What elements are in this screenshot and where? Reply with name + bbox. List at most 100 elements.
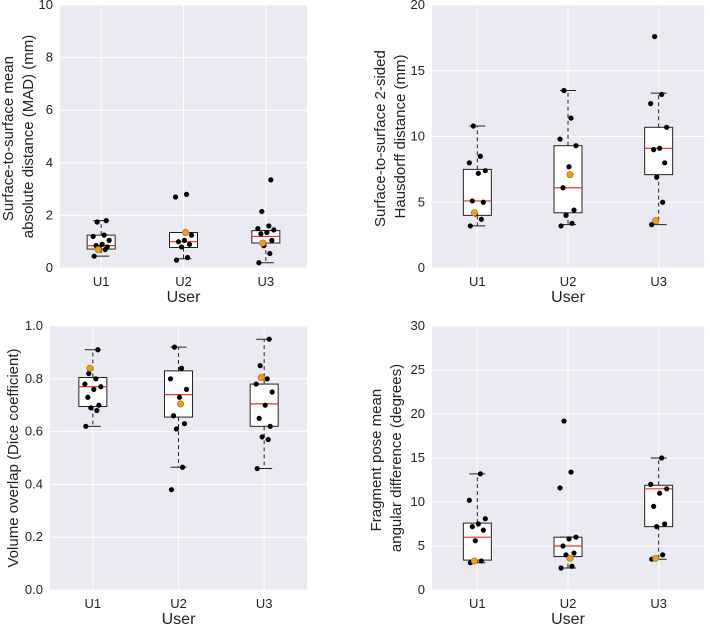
- x-ticks: U1 U2 U3: [469, 596, 667, 611]
- data-point: [660, 552, 666, 558]
- data-point: [469, 524, 475, 530]
- boxes: [462, 89, 674, 227]
- data-point: [104, 244, 110, 250]
- data-point: [173, 257, 180, 263]
- data-point: [566, 536, 572, 542]
- data-point: [186, 241, 193, 247]
- data-point: [91, 386, 97, 392]
- box: [78, 376, 108, 408]
- y-tick-label: 4: [46, 155, 53, 170]
- highlight-point: [566, 554, 574, 562]
- data-point: [171, 344, 178, 350]
- x-tick-label: U2: [560, 596, 577, 611]
- x-tick-label: U1: [93, 274, 110, 289]
- y-tick-label: 20: [411, 406, 425, 421]
- y-tick-label: 8: [46, 50, 53, 65]
- data-point: [255, 225, 261, 232]
- data-point: [257, 363, 263, 369]
- y-ticks: 0 2 4 6 8 10: [39, 0, 53, 275]
- data-point: [664, 486, 670, 492]
- y-axis-label-line1: Surface-to-surface mean: [0, 56, 17, 221]
- data-point: [269, 389, 275, 395]
- box: [644, 126, 674, 176]
- data-point: [183, 191, 190, 197]
- data-points: [82, 336, 275, 493]
- y-tick-label: 0.2: [25, 529, 43, 544]
- data-point: [178, 244, 185, 250]
- y-axis-label: Fragment pose mean angular difference (d…: [368, 364, 405, 552]
- x-tick-label: U2: [170, 596, 187, 611]
- x-tick-label: U3: [258, 274, 275, 289]
- data-point: [91, 253, 97, 259]
- y-tick-label: 2: [46, 207, 53, 222]
- data-point: [184, 254, 191, 261]
- x-axis-label: User: [167, 289, 201, 306]
- data-point: [568, 115, 574, 121]
- y-tick-label: 0: [418, 582, 425, 597]
- data-point: [558, 565, 564, 571]
- y-axis-label-line2: Hausdorff distance (mm): [392, 55, 409, 219]
- chart-dice: 0.0 0.2 0.4 0.6 0.8 1.0 U1 U2 U3 User Volume ov…: [5, 318, 307, 626]
- data-point: [188, 232, 195, 238]
- y-tick-label: 25: [411, 362, 425, 377]
- data-point: [264, 229, 270, 236]
- data-point: [466, 160, 472, 166]
- data-point: [98, 384, 104, 390]
- data-point: [269, 237, 275, 243]
- data-point: [657, 490, 663, 496]
- data-point: [467, 223, 473, 229]
- y-axis-label: Surface-to-surface mean absolute distanc…: [0, 35, 37, 238]
- y-axis-label-line2: angular difference (degrees): [388, 364, 405, 552]
- data-point: [168, 487, 175, 493]
- data-point: [478, 216, 484, 222]
- data-point: [94, 219, 100, 225]
- data-point: [94, 407, 100, 414]
- data-point: [480, 199, 486, 205]
- data-point: [101, 232, 107, 238]
- data-point: [569, 220, 575, 226]
- data-point: [259, 208, 265, 215]
- data-point: [267, 423, 273, 429]
- data-points: [466, 418, 670, 571]
- y-axis-label: Surface-to-surface 2-sided Hausdorff dis…: [372, 46, 409, 227]
- data-point: [557, 485, 563, 491]
- y-tick-label: 5: [418, 194, 425, 209]
- highlight-point: [652, 217, 660, 225]
- x-tick-label: U1: [85, 596, 102, 611]
- data-point: [659, 91, 665, 98]
- data-point: [256, 415, 262, 421]
- y-tick-label: 0.6: [25, 424, 43, 439]
- y-tick-label: 10: [411, 129, 425, 144]
- data-point: [568, 469, 574, 475]
- data-point: [478, 558, 484, 564]
- data-point: [561, 418, 567, 424]
- highlight-point: [652, 554, 660, 562]
- data-point: [99, 241, 105, 247]
- data-point: [560, 543, 566, 549]
- data-point: [654, 174, 660, 180]
- y-tick-label: 0.0: [25, 582, 43, 597]
- data-point: [88, 405, 94, 411]
- y-tick-label: 15: [411, 63, 425, 78]
- y-tick-label: 10: [411, 494, 425, 509]
- highlight-point: [566, 171, 574, 179]
- data-point: [563, 212, 569, 218]
- data-point: [466, 497, 472, 503]
- data-point: [557, 136, 563, 142]
- data-point: [469, 198, 475, 204]
- x-tick-label: U2: [175, 274, 192, 289]
- y-axis-label-line1: Fragment pose mean: [368, 389, 385, 532]
- data-point: [90, 233, 96, 240]
- data-point: [648, 101, 654, 107]
- data-point: [93, 376, 99, 382]
- data-point: [95, 347, 101, 353]
- data-point: [83, 423, 89, 429]
- y-axis-label-line2: absolute distance (MAD) (mm): [20, 35, 37, 238]
- highlight-point: [257, 373, 265, 381]
- highlight-point: [182, 228, 190, 236]
- data-point: [254, 465, 260, 472]
- highlight-point: [259, 239, 267, 247]
- data-point: [264, 376, 270, 382]
- data-point: [86, 370, 92, 377]
